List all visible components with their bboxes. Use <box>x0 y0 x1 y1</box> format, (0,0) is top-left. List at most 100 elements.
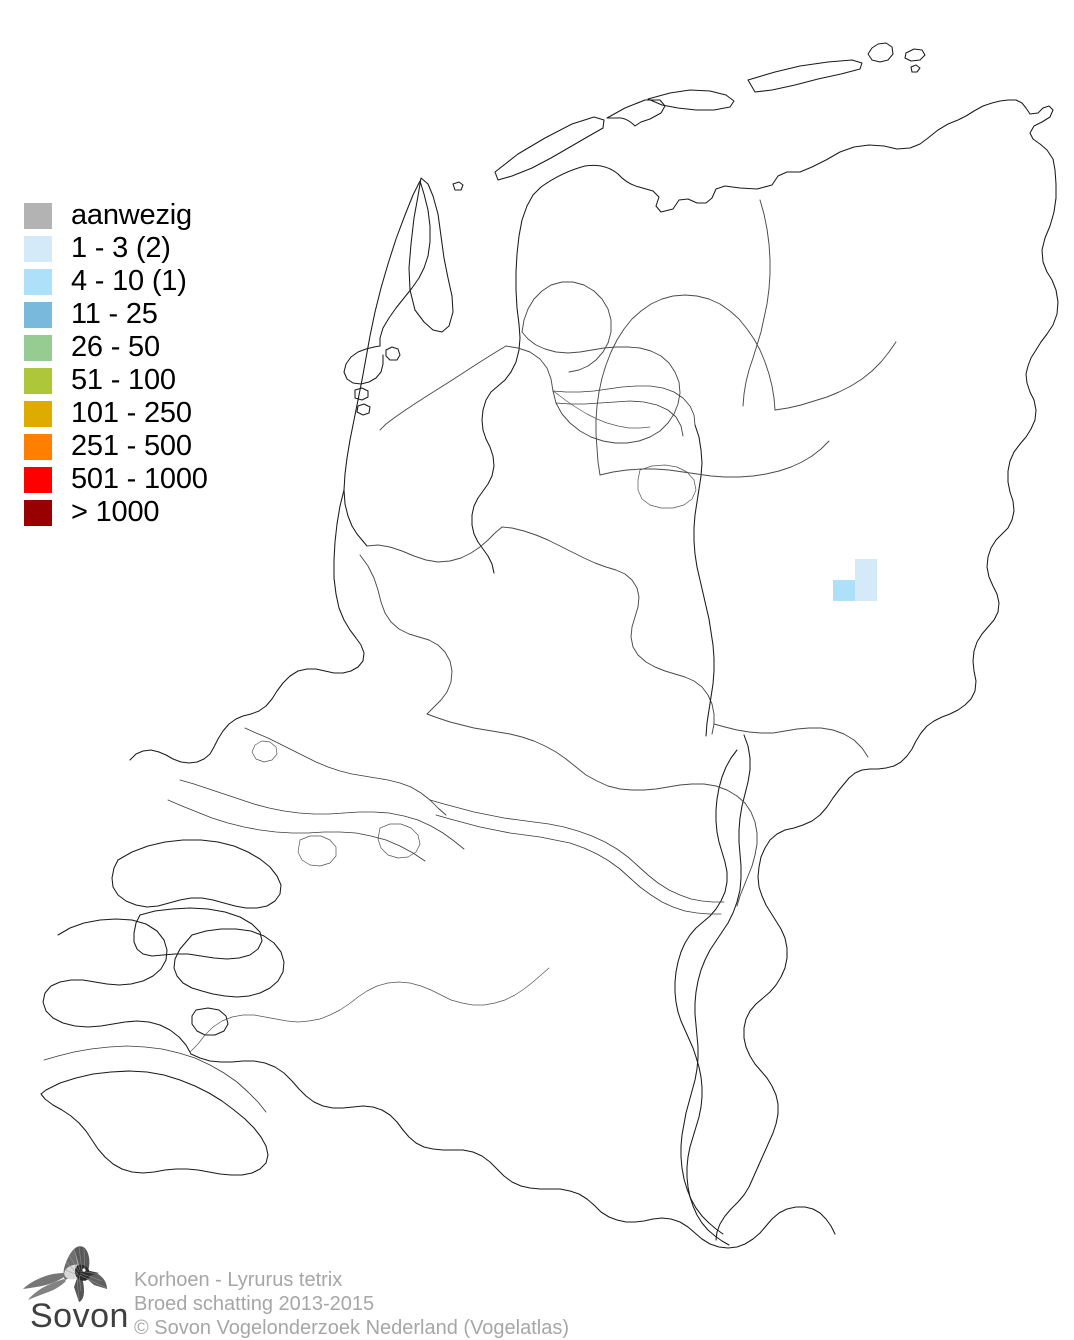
legend-row-1-3[interactable]: 1 - 3 (2) <box>24 232 208 265</box>
ijssel-river <box>693 424 715 737</box>
border-friesland-groningen <box>742 199 771 407</box>
legend-row-501-1000[interactable]: 501 - 1000 <box>24 463 208 496</box>
legend-row-11-25[interactable]: 11 - 25 <box>24 298 208 331</box>
legend-row-over-1000[interactable]: > 1000 <box>24 496 208 529</box>
legend-label-251-500: 251 - 500 <box>71 430 192 462</box>
island-rottum-a <box>867 42 894 63</box>
island-noord-beveland <box>133 907 263 960</box>
legend-label-51-100: 51 - 100 <box>71 364 176 396</box>
westerschelde <box>43 1045 267 1113</box>
rijn-waal-betuwe-a <box>429 799 725 903</box>
legend-row-101-250[interactable]: 101 - 250 <box>24 397 208 430</box>
randmeren <box>552 385 696 426</box>
legend-label-over-1000: > 1000 <box>71 496 160 528</box>
island-vlieland <box>494 116 605 181</box>
rijn-waal-betuwe-b <box>435 814 722 915</box>
legend-swatch-4-10 <box>24 268 52 295</box>
legend-label-26-50: 26 - 50 <box>71 331 160 363</box>
grid-cell-1-3[interactable] <box>855 559 877 601</box>
border-drenthe-overijssel <box>599 440 830 478</box>
island-ameland <box>647 89 735 111</box>
randmeren-lower <box>555 400 684 437</box>
zeeland-inner-a <box>191 1007 229 1036</box>
island-schouwen-duiveland <box>111 839 282 909</box>
swallow-bird-icon <box>23 1246 107 1302</box>
noord-holland-inlet-a <box>385 346 401 361</box>
legend-label-1-3: 1 - 3 (2) <box>71 232 171 264</box>
island-texel <box>408 177 454 333</box>
island-rottum-b <box>904 48 926 62</box>
nieuwe-waterweg <box>244 727 447 816</box>
coast-noord-holland-peninsula <box>379 180 431 347</box>
border-groningen-drenthe <box>774 341 897 411</box>
limburg-east-border <box>715 789 840 1241</box>
island-texel-dot <box>452 181 464 191</box>
legend-label-11-25: 11 - 25 <box>71 298 158 330</box>
legend-row-251-500[interactable]: 251 - 500 <box>24 430 208 463</box>
noord-holland-inlet-b <box>354 387 369 401</box>
map-legend: aanwezig 1 - 3 (2) 4 - 10 (1) 11 - 25 26… <box>24 199 208 529</box>
legend-row-aanwezig[interactable]: aanwezig <box>24 199 208 232</box>
legend-label-aanwezig: aanwezig <box>71 199 192 231</box>
noord-holland-inlet-c <box>356 403 371 416</box>
afsluitdijk <box>379 345 507 431</box>
zeeuws-vlaanderen <box>40 1070 269 1176</box>
coast-noord-holland-tip <box>343 345 384 385</box>
grid-cell-4-10[interactable] <box>833 580 855 601</box>
island-schiermonnikoog <box>747 59 863 93</box>
legend-label-4-10: 4 - 10 (1) <box>71 265 187 297</box>
border-overijssel-gelderland <box>713 723 869 758</box>
island-walcheren-zuid-beveland <box>42 918 192 1055</box>
border-gelderland-veluwe <box>637 654 715 735</box>
legend-swatch-251-500 <box>24 433 52 460</box>
legend-label-101-250: 101 - 250 <box>71 397 192 429</box>
legend-swatch-1-3 <box>24 235 52 262</box>
legend-swatch-101-250 <box>24 400 52 427</box>
legend-swatch-over-1000 <box>24 499 52 526</box>
caption-copyright: © Sovon Vogelonderzoek Nederland (Vogela… <box>134 1317 570 1339</box>
limburg-west-border <box>674 749 738 1246</box>
detail-veluwerandmeer <box>637 464 697 509</box>
legend-swatch-aanwezig <box>24 202 52 229</box>
sovon-logo[interactable]: Sovon <box>22 1243 134 1335</box>
legend-swatch-11-25 <box>24 301 52 328</box>
coast-noord-holland-west <box>343 180 421 547</box>
coast-friesland-ijsselmeer <box>471 186 542 574</box>
border-noordholland-utrecht <box>366 526 503 563</box>
coast-zuid-holland <box>242 489 365 717</box>
legend-swatch-26-50 <box>24 334 52 361</box>
border-utrecht-gelderland <box>501 526 640 656</box>
border-zuidholland-brabant <box>189 967 550 1053</box>
legend-row-26-50[interactable]: 26 - 50 <box>24 331 208 364</box>
haringvliet <box>167 799 426 862</box>
legend-swatch-501-1000 <box>24 466 52 493</box>
detail-haringvliet-fine <box>297 835 337 867</box>
island-rottum-c <box>910 64 921 73</box>
sovon-wordmark: Sovon <box>30 1297 129 1335</box>
border-brabant-belgium <box>190 1053 836 1249</box>
island-tholen-sint-philipsland <box>173 928 285 998</box>
detail-biesbosch <box>377 823 421 859</box>
border-friesland-drenthe <box>595 294 776 476</box>
caption-survey: Broed schatting 2013-2015 <box>134 1293 375 1315</box>
legend-label-501-1000: 501 - 1000 <box>71 463 208 495</box>
rijnmond-channels <box>129 715 244 764</box>
maas-river <box>680 734 751 1235</box>
island-terschelling <box>606 99 666 127</box>
footer: Sovon Korhoen - Lyrurus tetrix Broed sch… <box>22 1243 722 1339</box>
legend-row-4-10[interactable]: 4 - 10 (1) <box>24 265 208 298</box>
border-brabant-limburg-interior <box>736 795 758 907</box>
hollandsch-diep <box>179 779 465 850</box>
caption-species: Korhoen - Lyrurus tetrix <box>134 1269 343 1291</box>
border-utrecht-zuidholland <box>359 554 453 715</box>
legend-swatch-51-100 <box>24 367 52 394</box>
legend-row-51-100[interactable]: 51 - 100 <box>24 364 208 397</box>
flevoland-polder-outline <box>505 331 681 444</box>
coast-north-mainland <box>540 99 1059 351</box>
detail-rijnmond-fine <box>251 740 278 763</box>
detail-markermeer-dike <box>552 390 651 429</box>
map-caption: Korhoen - Lyrurus tetrix Broed schatting… <box>134 1268 569 1340</box>
